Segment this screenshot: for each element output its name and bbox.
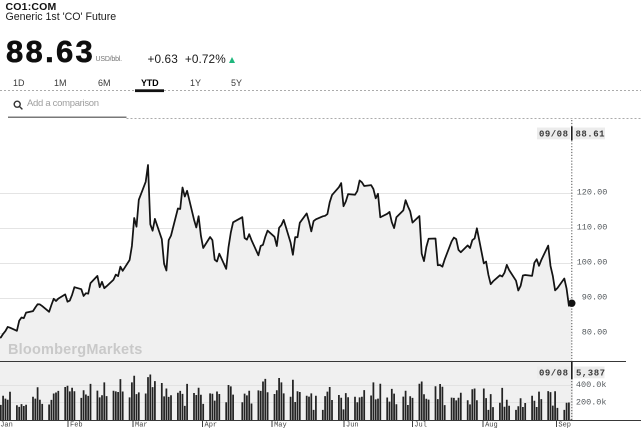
svg-text:88.61: 88.61 xyxy=(576,129,606,139)
svg-text:200.0k: 200.0k xyxy=(576,398,607,408)
svg-text:100.00: 100.00 xyxy=(577,258,608,268)
svg-text:Aug: Aug xyxy=(485,421,498,429)
svg-text:Apr: Apr xyxy=(205,421,218,429)
svg-text:110.00: 110.00 xyxy=(577,223,608,233)
svg-text:5,387: 5,387 xyxy=(576,368,606,378)
svg-text:90.00: 90.00 xyxy=(582,293,608,303)
svg-text:80.00: 80.00 xyxy=(582,328,608,338)
svg-text:Mar: Mar xyxy=(135,421,148,429)
svg-text:09/08: 09/08 xyxy=(539,129,569,139)
svg-text:BloombergMarkets: BloombergMarkets xyxy=(8,342,143,358)
svg-text:Sep: Sep xyxy=(558,421,571,429)
svg-text:400.0k: 400.0k xyxy=(576,380,607,390)
svg-text:09/08: 09/08 xyxy=(539,368,569,378)
svg-text:Jun: Jun xyxy=(346,421,359,429)
svg-text:Feb: Feb xyxy=(70,421,83,429)
svg-text:Jan: Jan xyxy=(0,421,13,429)
svg-text:Jul: Jul xyxy=(414,421,427,429)
svg-text:120.00: 120.00 xyxy=(577,188,608,198)
svg-text:May: May xyxy=(274,421,287,429)
